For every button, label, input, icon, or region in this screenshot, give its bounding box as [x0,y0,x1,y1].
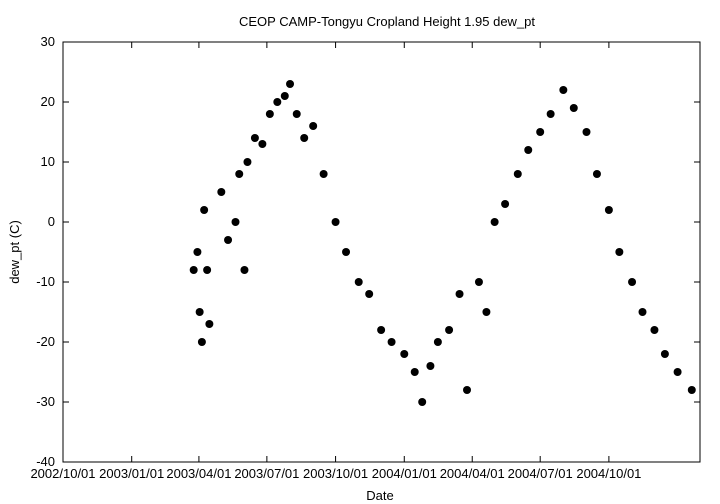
data-point [273,98,282,106]
data-point [365,290,374,298]
data-point [426,362,435,370]
data-point [309,122,318,130]
x-tick-label: 2004/07/01 [508,466,573,481]
y-tick-label: -20 [36,334,55,349]
x-axis-title: Date [366,488,393,503]
data-point [189,266,198,274]
data-point [455,290,464,298]
data-point [280,92,289,100]
data-point [474,278,483,286]
data-point [501,200,510,208]
y-tick-label: 10 [41,154,55,169]
data-point [445,326,454,334]
data-point [286,80,295,88]
data-point [482,308,491,316]
data-point [490,218,499,226]
data-point [331,218,340,226]
x-tick-label: 2004/04/01 [440,466,505,481]
data-point [203,266,212,274]
data-point [200,206,209,214]
data-point [195,308,204,316]
data-point [536,128,545,136]
data-point [615,248,624,256]
plot-area: 30 20 10 0 -10 -20 -30 -40 2002/10/01 2003/01/01… [30,34,701,481]
x-tick-label: 2002/10/01 [30,466,95,481]
data-point [592,170,601,178]
data-point [240,266,249,274]
y-tick-label: -30 [36,394,55,409]
y-tick-label: -10 [36,274,55,289]
x-tick-label: 2003/10/01 [303,466,368,481]
data-point [418,398,427,406]
data-point [660,350,669,358]
y-axis: 30 20 10 0 -10 -20 -30 -40 [36,34,700,469]
data-point [319,170,328,178]
y-tick-label: 0 [48,214,55,229]
data-point [342,248,351,256]
data-point [354,278,363,286]
data-point [292,110,301,118]
data-point [243,158,252,166]
x-tick-label: 2003/04/01 [166,466,231,481]
data-point [546,110,555,118]
data-point [650,326,659,334]
data-point [224,236,233,244]
data-point [231,218,240,226]
data-point [638,308,647,316]
data-point [569,104,578,112]
data-point [258,140,267,148]
data-point [377,326,386,334]
data-point [387,338,396,346]
data-point [628,278,637,286]
data-point [400,350,409,358]
data-point [205,320,214,328]
data-point [197,338,206,346]
x-tick-label: 2004/01/01 [372,466,437,481]
data-point [193,248,202,256]
chart-title: CEOP CAMP-Tongyu Cropland Height 1.95 de… [239,14,535,29]
data-point [433,338,442,346]
data-point [524,146,533,154]
data-point [217,188,226,196]
x-tick-label: 2004/10/01 [576,466,641,481]
y-tick-label: 30 [41,34,55,49]
data-point [235,170,244,178]
data-points [189,80,696,406]
data-point [687,386,696,394]
data-point [463,386,472,394]
x-axis: 2002/10/01 2003/01/01 2003/04/01 2003/07/01… [30,42,641,481]
x-tick-label: 2003/07/01 [234,466,299,481]
data-point [250,134,259,142]
data-point [300,134,309,142]
data-point [673,368,682,376]
data-point [410,368,419,376]
data-point [582,128,591,136]
data-point [513,170,522,178]
y-tick-label: 20 [41,94,55,109]
data-point [604,206,613,214]
y-tick-label: -40 [36,454,55,469]
data-point [559,86,568,94]
plot-frame [62,41,701,463]
y-axis-title: dew_pt (C) [7,220,22,284]
x-tick-label: 2003/01/01 [99,466,164,481]
data-point [265,110,274,118]
